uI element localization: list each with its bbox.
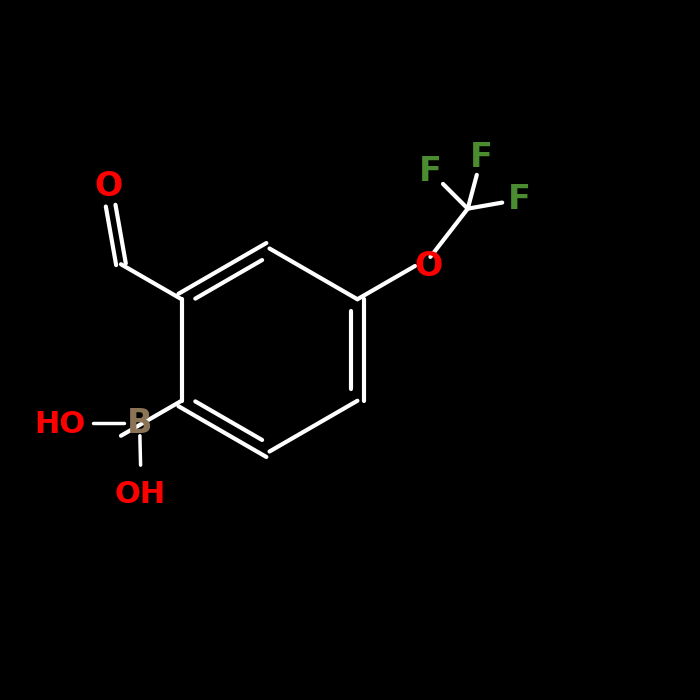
- Text: O: O: [415, 249, 443, 283]
- Text: OH: OH: [115, 480, 166, 509]
- Text: HO: HO: [34, 410, 85, 439]
- Text: F: F: [470, 141, 493, 174]
- Text: O: O: [94, 169, 122, 202]
- Text: B: B: [127, 407, 153, 440]
- Text: F: F: [419, 155, 442, 188]
- Text: F: F: [508, 183, 531, 216]
